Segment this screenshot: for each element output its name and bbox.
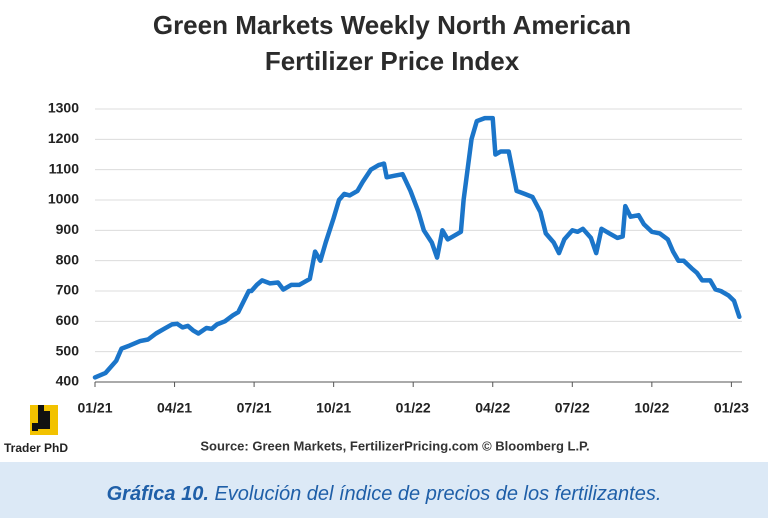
caption: Gráfica 10. Evolución del índice de prec…: [107, 483, 662, 505]
caption-band: [0, 462, 768, 518]
y-tick-label: 400: [56, 373, 80, 389]
y-tick-label: 600: [56, 312, 80, 328]
chart-title: Fertilizer Price Index: [265, 46, 520, 76]
y-tick-label: 1200: [48, 130, 79, 146]
x-tick-label: 10/22: [634, 400, 669, 416]
logo-icon: [30, 405, 58, 435]
x-tick-label: 01/22: [396, 400, 431, 416]
price-line: [92, 115, 742, 380]
x-tick-label: 01/21: [77, 400, 112, 416]
caption-text: Evolución del índice de precios de los f…: [214, 483, 661, 505]
y-tick-label: 1300: [48, 100, 79, 116]
y-tick-label: 900: [56, 221, 80, 237]
y-tick-label: 1100: [49, 160, 80, 176]
x-tick-label: 04/22: [475, 400, 510, 416]
y-tick-label: 500: [56, 342, 80, 358]
caption-label: Gráfica 10.: [107, 483, 209, 505]
source: Source: Green Markets, FertilizerPricing…: [200, 438, 589, 453]
y-tick-label: 800: [56, 251, 80, 267]
logo-text: Trader PhD: [4, 441, 68, 455]
y-tick-label: 1000: [48, 191, 79, 207]
x-tick-label: 07/21: [237, 400, 272, 416]
x-tick-label: 04/21: [157, 400, 192, 416]
x-tick-label: 10/21: [316, 400, 351, 416]
y-tick-label: 700: [56, 282, 80, 298]
x-tick-label: 07/22: [555, 400, 590, 416]
chart-title: Green Markets Weekly North American: [153, 10, 631, 40]
x-tick-label: 01/23: [714, 400, 749, 416]
